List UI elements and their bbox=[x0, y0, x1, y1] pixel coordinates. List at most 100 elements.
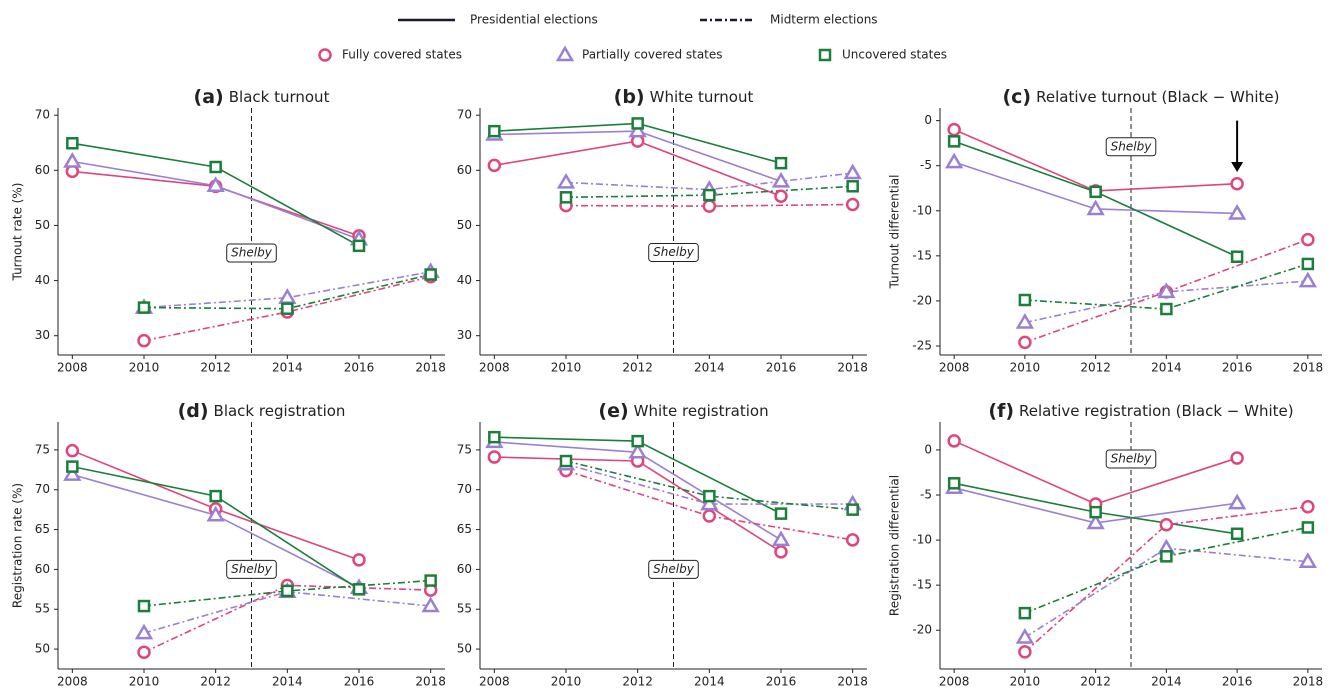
y-tick-label: 50 bbox=[35, 218, 50, 232]
x-tick-label: 2016 bbox=[766, 361, 797, 375]
marker-triangle bbox=[1157, 282, 1176, 299]
y-axis-label: Registration differential bbox=[888, 475, 902, 616]
annotation: Shelby bbox=[231, 246, 273, 260]
y-tick-label: -15 bbox=[912, 248, 932, 262]
marker-circle bbox=[487, 450, 502, 464]
marker-square bbox=[774, 156, 788, 170]
series-line bbox=[953, 128, 1238, 192]
y-tick-label: 40 bbox=[35, 273, 50, 287]
legend-label: Uncovered states bbox=[842, 48, 947, 62]
y-tick-label: 75 bbox=[457, 442, 472, 456]
marker-square bbox=[1301, 521, 1315, 534]
x-tick-label: 2018 bbox=[837, 675, 868, 689]
marker-square bbox=[1230, 250, 1244, 263]
marker-circle bbox=[702, 509, 717, 523]
y-tick-label: 70 bbox=[35, 108, 50, 122]
marker-square bbox=[774, 507, 788, 520]
marker-triangle bbox=[1086, 199, 1105, 216]
marker-triangle bbox=[771, 530, 791, 547]
annotation: Shelby bbox=[231, 562, 273, 576]
x-tick-label: 2008 bbox=[479, 675, 510, 689]
panel-title: (a) Black turnout bbox=[194, 86, 330, 108]
annotation-box bbox=[648, 559, 699, 579]
marker-circle bbox=[487, 158, 502, 173]
series-line bbox=[72, 142, 360, 247]
x-tick-label: 2018 bbox=[415, 361, 446, 375]
y-tick-label: -5 bbox=[920, 158, 932, 172]
y-tick-label: -20 bbox=[912, 293, 932, 307]
series-line bbox=[1024, 280, 1308, 324]
marker-circle bbox=[137, 645, 151, 660]
annotation-box bbox=[1105, 137, 1157, 157]
y-tick-label: -10 bbox=[912, 533, 932, 547]
x-tick-label: 2010 bbox=[551, 361, 582, 375]
y-tick-label: 55 bbox=[457, 602, 472, 616]
marker-triangle bbox=[278, 288, 297, 304]
marker-circle bbox=[137, 333, 151, 348]
series-line bbox=[143, 270, 431, 309]
series-line bbox=[565, 185, 853, 199]
y-tick-label: 70 bbox=[457, 482, 472, 496]
y-tick-label: 65 bbox=[35, 522, 50, 536]
panel-title-text: White turnout bbox=[650, 88, 754, 106]
y-tick-label: 50 bbox=[457, 218, 472, 232]
annotation: Shelby bbox=[1111, 451, 1153, 465]
x-tick-label: 2010 bbox=[1010, 361, 1041, 375]
annotation-box bbox=[1105, 449, 1157, 469]
marker-square bbox=[352, 583, 366, 596]
marker-triangle bbox=[1086, 513, 1105, 530]
marker-circle bbox=[1230, 451, 1244, 465]
x-tick-label: 2012 bbox=[200, 675, 231, 689]
annotation: Shelby bbox=[653, 245, 695, 259]
marker-triangle bbox=[206, 505, 225, 522]
marker-square bbox=[846, 180, 859, 193]
y-tick-label: 0 bbox=[924, 113, 932, 127]
y-tick-label: 65 bbox=[457, 522, 472, 536]
marker-circle bbox=[1018, 335, 1032, 350]
panel-title-text: White registration bbox=[634, 402, 769, 420]
marker-triangle bbox=[944, 152, 964, 169]
marker-square bbox=[352, 239, 366, 253]
panel-label: (b) bbox=[614, 86, 645, 108]
y-axis-label: Turnout differential bbox=[888, 175, 902, 290]
marker-triangle bbox=[628, 442, 647, 459]
marker-triangle bbox=[134, 623, 154, 640]
panel-label: (f) bbox=[988, 400, 1014, 422]
marker-triangle bbox=[1015, 627, 1035, 644]
marker-square bbox=[703, 489, 716, 503]
marker-square bbox=[1160, 550, 1173, 563]
y-tick-label: 55 bbox=[35, 602, 50, 616]
marker-circle bbox=[845, 197, 860, 212]
marker-triangle bbox=[1298, 271, 1318, 288]
y-tick-label: -5 bbox=[920, 488, 932, 502]
marker-circle bbox=[65, 443, 80, 458]
x-tick-label: 2014 bbox=[694, 675, 725, 689]
marker-square bbox=[137, 599, 151, 613]
x-tick-label: 2012 bbox=[200, 361, 231, 375]
x-tick-label: 2010 bbox=[551, 675, 582, 689]
x-tick-label: 2014 bbox=[1151, 675, 1182, 689]
x-tick-label: 2018 bbox=[1293, 361, 1324, 375]
series-line bbox=[72, 465, 360, 590]
y-tick-label: -15 bbox=[912, 578, 932, 592]
x-tick-label: 2014 bbox=[1151, 361, 1182, 375]
x-tick-label: 2016 bbox=[1222, 675, 1253, 689]
x-tick-label: 2010 bbox=[1010, 675, 1041, 689]
y-tick-label: 60 bbox=[35, 163, 50, 177]
marker-circle bbox=[318, 48, 332, 62]
series-line bbox=[143, 579, 431, 607]
marker-square bbox=[818, 48, 832, 62]
y-tick-label: -10 bbox=[912, 203, 932, 217]
marker-triangle bbox=[63, 465, 82, 481]
y-tick-label: 60 bbox=[35, 562, 50, 576]
marker-triangle bbox=[843, 163, 862, 180]
panel-label: (a) bbox=[194, 86, 224, 108]
marker-circle bbox=[774, 189, 788, 203]
marker-circle bbox=[947, 122, 961, 137]
y-tick-label: 40 bbox=[457, 273, 472, 287]
panel-title: (f) Relative registration (Black − White) bbox=[988, 400, 1293, 422]
x-tick-label: 2008 bbox=[57, 361, 88, 375]
panel-title-text: Relative turnout (Black − White) bbox=[1036, 88, 1279, 106]
marker-circle bbox=[1159, 518, 1174, 532]
